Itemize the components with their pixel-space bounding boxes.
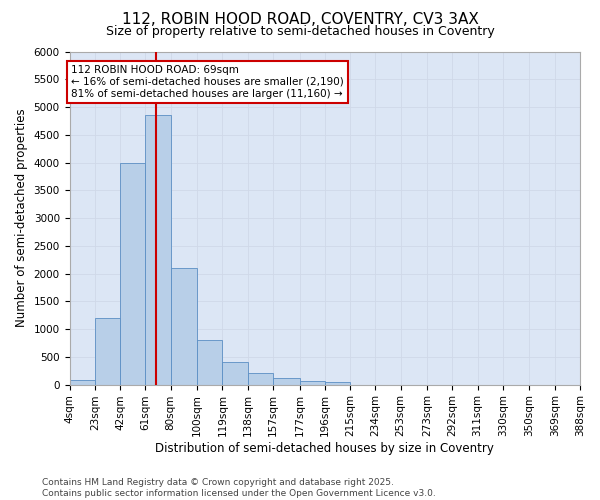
Text: Size of property relative to semi-detached houses in Coventry: Size of property relative to semi-detach… bbox=[106, 25, 494, 38]
Text: 112 ROBIN HOOD ROAD: 69sqm
← 16% of semi-detached houses are smaller (2,190)
81%: 112 ROBIN HOOD ROAD: 69sqm ← 16% of semi… bbox=[71, 66, 344, 98]
Y-axis label: Number of semi-detached properties: Number of semi-detached properties bbox=[15, 108, 28, 328]
Bar bbox=[170, 268, 197, 384]
Bar bbox=[299, 380, 325, 384]
Bar bbox=[120, 162, 145, 384]
Bar bbox=[273, 378, 299, 384]
X-axis label: Distribution of semi-detached houses by size in Coventry: Distribution of semi-detached houses by … bbox=[155, 442, 494, 455]
Bar bbox=[70, 380, 95, 384]
Bar bbox=[95, 318, 120, 384]
Text: 112, ROBIN HOOD ROAD, COVENTRY, CV3 3AX: 112, ROBIN HOOD ROAD, COVENTRY, CV3 3AX bbox=[122, 12, 478, 28]
Text: Contains HM Land Registry data © Crown copyright and database right 2025.
Contai: Contains HM Land Registry data © Crown c… bbox=[42, 478, 436, 498]
Bar bbox=[223, 362, 248, 384]
Bar bbox=[197, 340, 223, 384]
Bar bbox=[325, 382, 350, 384]
Bar bbox=[145, 116, 170, 384]
Bar bbox=[248, 374, 273, 384]
